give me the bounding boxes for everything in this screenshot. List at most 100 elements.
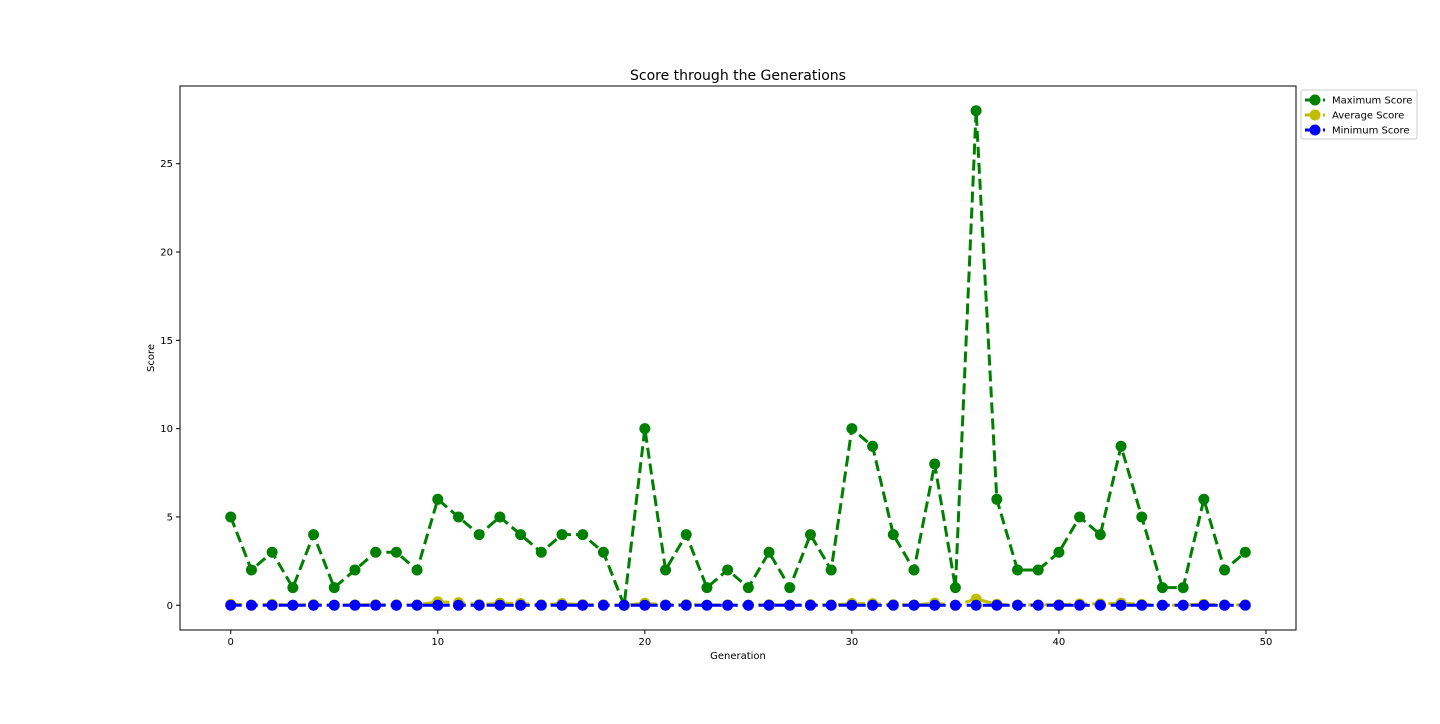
x-tick-label: 0 [228, 637, 234, 648]
data-point-minimum-score [556, 599, 568, 611]
x-axis-label: Generation [710, 651, 766, 662]
data-point-minimum-score [1115, 599, 1127, 611]
legend-label-maximum-score: Maximum Score [1332, 96, 1412, 107]
legend-label-minimum-score: Minimum Score [1332, 126, 1410, 137]
data-point-maximum-score [1012, 564, 1024, 576]
data-point-minimum-score [535, 599, 547, 611]
data-point-maximum-score [597, 546, 609, 558]
data-point-minimum-score [1053, 599, 1065, 611]
data-point-minimum-score [991, 599, 1003, 611]
data-point-minimum-score [390, 599, 402, 611]
data-point-maximum-score [432, 493, 444, 505]
data-point-minimum-score [1094, 599, 1106, 611]
data-point-maximum-score [1053, 546, 1065, 558]
data-point-minimum-score [742, 599, 754, 611]
data-point-maximum-score [722, 564, 734, 576]
data-point-maximum-score [970, 105, 982, 117]
data-point-maximum-score [804, 529, 816, 541]
legend: Maximum Score Average Score Minimum Score [1300, 89, 1418, 140]
data-point-minimum-score [846, 599, 858, 611]
x-tick-label: 40 [1053, 637, 1066, 648]
x-tick-label: 50 [1260, 637, 1273, 648]
data-point-minimum-score [825, 599, 837, 611]
x-axis: 0 10 20 30 40 50 [228, 630, 1273, 648]
x-tick-label: 10 [431, 637, 444, 648]
data-point-minimum-score [328, 599, 340, 611]
data-point-maximum-score [949, 582, 961, 594]
data-point-minimum-score [411, 599, 423, 611]
data-point-maximum-score [515, 529, 527, 541]
data-point-maximum-score [1177, 582, 1189, 594]
data-point-minimum-score [1012, 599, 1024, 611]
data-point-maximum-score [825, 564, 837, 576]
data-point-maximum-score [680, 529, 692, 541]
y-tick-label: 20 [160, 248, 173, 259]
data-point-maximum-score [287, 582, 299, 594]
data-point-maximum-score [494, 511, 506, 523]
data-point-minimum-score [639, 599, 651, 611]
legend-marker-minimum-score [1309, 124, 1321, 136]
data-point-maximum-score [1074, 511, 1086, 523]
data-point-minimum-score [804, 599, 816, 611]
data-point-minimum-score [452, 599, 464, 611]
data-point-minimum-score [887, 599, 899, 611]
data-point-minimum-score [308, 599, 320, 611]
data-point-maximum-score [225, 511, 237, 523]
data-point-minimum-score [266, 599, 278, 611]
x-tick-label: 30 [846, 637, 859, 648]
data-point-minimum-score [763, 599, 775, 611]
data-point-minimum-score [1074, 599, 1086, 611]
data-point-minimum-score [949, 599, 961, 611]
data-point-minimum-score [1156, 599, 1168, 611]
data-point-maximum-score [701, 582, 713, 594]
y-tick-label: 10 [160, 424, 173, 435]
data-point-minimum-score [597, 599, 609, 611]
y-axis-label: Score [146, 344, 157, 372]
data-point-maximum-score [846, 423, 858, 435]
data-point-minimum-score [349, 599, 361, 611]
data-point-minimum-score [1032, 599, 1044, 611]
y-tick-label: 5 [167, 512, 173, 523]
data-point-maximum-score [867, 440, 879, 452]
data-point-maximum-score [742, 582, 754, 594]
data-point-minimum-score [867, 599, 879, 611]
data-point-minimum-score [287, 599, 299, 611]
data-point-minimum-score [494, 599, 506, 611]
data-point-minimum-score [701, 599, 713, 611]
plot-area [225, 105, 1251, 611]
data-point-minimum-score [245, 599, 257, 611]
data-point-maximum-score [577, 529, 589, 541]
data-point-minimum-score [1219, 599, 1231, 611]
data-point-minimum-score [908, 599, 920, 611]
data-point-minimum-score [1239, 599, 1251, 611]
data-point-maximum-score [1094, 529, 1106, 541]
data-point-maximum-score [328, 582, 340, 594]
data-point-maximum-score [763, 546, 775, 558]
legend-box [1300, 89, 1418, 140]
data-point-minimum-score [432, 599, 444, 611]
legend-marker-maximum-score [1309, 94, 1321, 106]
data-point-maximum-score [908, 564, 920, 576]
data-point-minimum-score [370, 599, 382, 611]
data-point-maximum-score [473, 529, 485, 541]
data-point-maximum-score [370, 546, 382, 558]
data-point-minimum-score [473, 599, 485, 611]
data-point-maximum-score [1239, 546, 1251, 558]
chart-title: Score through the Generations [630, 68, 846, 84]
data-point-minimum-score [577, 599, 589, 611]
data-point-maximum-score [660, 564, 672, 576]
legend-marker-average-score [1309, 109, 1321, 121]
data-point-minimum-score [618, 599, 630, 611]
data-point-minimum-score [1198, 599, 1210, 611]
legend-label-average-score: Average Score [1332, 111, 1404, 122]
data-point-maximum-score [784, 582, 796, 594]
data-point-maximum-score [1219, 564, 1231, 576]
series-line-maximum-score [229, 110, 1247, 606]
data-point-maximum-score [639, 423, 651, 435]
data-point-maximum-score [1032, 564, 1044, 576]
y-axis: 0 5 10 15 20 25 [160, 159, 180, 612]
data-point-minimum-score [970, 599, 982, 611]
data-point-maximum-score [390, 546, 402, 558]
x-tick-label: 20 [638, 637, 651, 648]
